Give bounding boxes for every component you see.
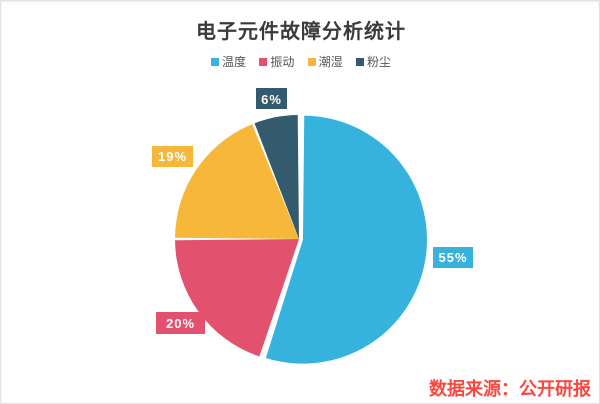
svg-text:19%: 19% (158, 149, 187, 164)
svg-text:20%: 20% (166, 316, 195, 331)
svg-text:55%: 55% (438, 250, 467, 265)
svg-text:6%: 6% (261, 92, 282, 107)
